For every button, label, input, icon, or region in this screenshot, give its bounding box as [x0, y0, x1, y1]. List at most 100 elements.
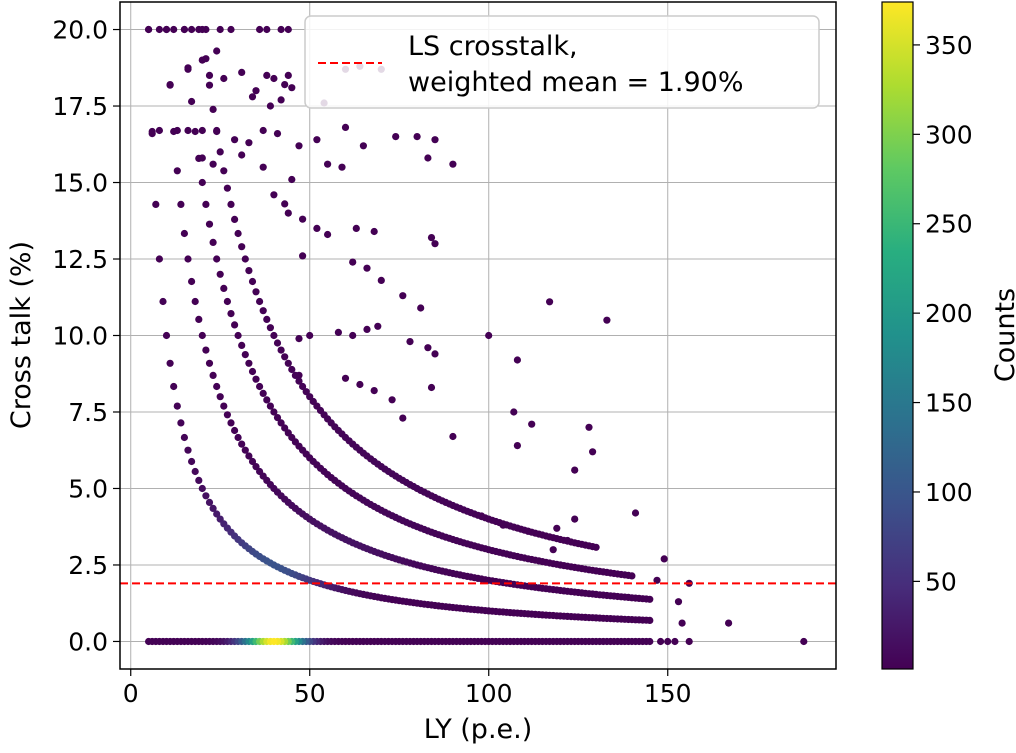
data-point-122	[589, 448, 597, 456]
data-point-278	[202, 55, 210, 63]
data-point-371	[216, 393, 224, 401]
data-point-270	[177, 200, 185, 208]
data-point-108	[603, 316, 611, 324]
data-point-363	[213, 382, 221, 391]
data-point-575	[248, 457, 257, 466]
data-point-95	[399, 292, 407, 300]
data-point-90	[431, 240, 439, 248]
data-point-519	[170, 382, 178, 391]
y-tick-label-8: 20.0	[52, 16, 108, 45]
data-point-305	[191, 297, 199, 306]
data-point-299	[145, 25, 153, 34]
data-point-341	[205, 359, 214, 367]
data-point-101	[363, 325, 371, 333]
data-point-565	[177, 419, 185, 427]
data-point-272	[198, 178, 206, 187]
data-point-255	[188, 97, 196, 106]
data-point-53	[281, 81, 289, 89]
data-point-117	[449, 432, 457, 441]
colorbar-label: Counts	[990, 288, 1016, 382]
data-point-337	[238, 341, 246, 349]
data-point-129	[631, 509, 640, 517]
x-tick-label-2: 100	[465, 679, 513, 708]
data-point-287	[184, 255, 192, 263]
data-point-673	[195, 476, 203, 484]
data-point-479	[266, 402, 274, 410]
data-point-307	[220, 284, 228, 292]
data-point-373	[259, 389, 267, 397]
data-point-67	[341, 123, 350, 131]
data-point-379	[263, 396, 271, 404]
data-point-244	[162, 25, 171, 34]
data-point-88	[370, 227, 378, 236]
data-point-128	[571, 515, 579, 523]
data-point-39	[213, 47, 221, 55]
data-point-487	[270, 408, 278, 416]
y-tick-label-6: 15.0	[52, 169, 108, 198]
data-point-758	[270, 561, 278, 569]
x-axis-ticks: 0 50 100 150	[123, 669, 692, 708]
data-point-91	[299, 252, 307, 260]
data-point-113	[388, 396, 396, 404]
data-point-317	[195, 315, 203, 323]
colorbar-tick-label-6: 350	[925, 31, 973, 60]
data-point-100	[349, 331, 357, 340]
data-point-258	[170, 127, 178, 136]
data-point-559	[245, 452, 253, 460]
data-point-65	[295, 142, 303, 150]
data-point-26	[188, 25, 196, 34]
data-point-137	[678, 619, 686, 627]
data-point-61	[231, 136, 239, 144]
data-point-509	[281, 353, 289, 361]
data-point-22	[155, 25, 163, 34]
data-point-116	[513, 356, 522, 364]
data-point-252	[184, 64, 192, 72]
data-point-127	[553, 524, 561, 532]
data-point-667	[191, 467, 199, 476]
data-point-62	[245, 139, 253, 147]
data-point-87	[352, 224, 360, 232]
y-axis-ticks: 0.0 2.5 5.0 7.5 10.0 12.5 15.0 17.5 20.0	[52, 16, 120, 656]
data-point-547	[302, 388, 310, 396]
legend-line-2: weighted mean = 1.90%	[408, 67, 744, 98]
data-point-104	[424, 344, 432, 352]
data-point-20	[800, 637, 808, 646]
data-point-280	[180, 229, 188, 238]
data-point-505	[277, 346, 285, 354]
data-point-45	[284, 71, 292, 79]
data-point-99	[334, 328, 342, 336]
data-point-465	[220, 402, 228, 410]
data-point-511	[231, 426, 239, 435]
data-point-497	[273, 339, 282, 347]
data-point-541	[299, 382, 307, 391]
data-point-309	[220, 167, 228, 175]
data-point-711	[341, 535, 350, 544]
y-tick-label-3: 7.5	[68, 398, 108, 427]
colorbar-gradient	[881, 1, 914, 670]
data-point-501	[227, 419, 235, 427]
data-point-481	[266, 324, 274, 332]
legend: LS crosstalk, weighted mean = 1.90%	[304, 15, 820, 109]
data-point-345	[241, 255, 249, 263]
data-point-261	[191, 127, 199, 136]
data-point-86	[324, 230, 332, 239]
y-tick-label-5: 12.5	[52, 245, 108, 274]
data-point-31	[256, 25, 264, 34]
data-point-123	[571, 466, 579, 474]
data-point-50	[248, 93, 257, 101]
data-point-56	[155, 126, 163, 135]
x-tick-label-3: 150	[644, 679, 692, 708]
data-point-343	[241, 351, 249, 359]
data-point-284	[205, 81, 214, 89]
data-point-52	[277, 96, 285, 104]
data-point-365	[159, 297, 167, 306]
colorbar-tick-label-5: 300	[925, 120, 973, 149]
data-point-42	[252, 87, 260, 95]
colorbar: 50 100 150 200 250 300 350 Counts	[881, 1, 1016, 670]
data-point-73	[209, 160, 217, 168]
data-point-64	[273, 130, 282, 138]
data-point-97	[295, 335, 303, 343]
data-point-110	[341, 374, 350, 382]
data-point-377	[162, 331, 171, 340]
data-point-325	[231, 321, 239, 329]
